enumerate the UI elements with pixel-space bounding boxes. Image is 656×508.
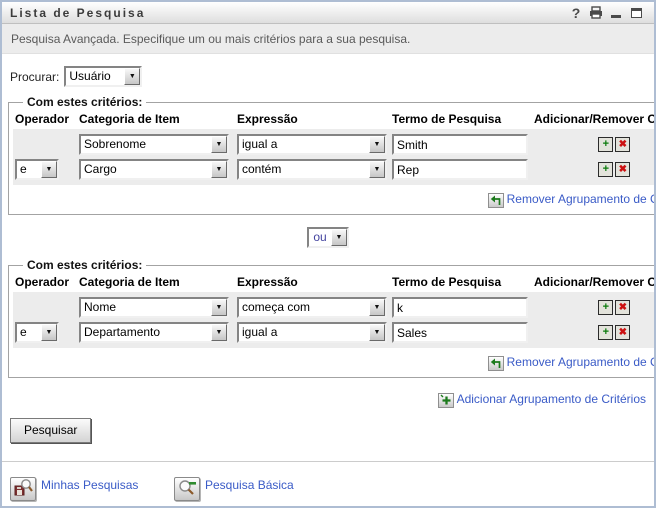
category-select[interactable]: Departamento ▼: [79, 322, 229, 343]
expression-select[interactable]: igual a ▼: [237, 134, 387, 155]
footer-divider: [2, 461, 654, 462]
criteria-header-row: Operador Categoria de Item Expressão Ter…: [15, 275, 656, 289]
remove-criterion-button[interactable]: ✖: [615, 300, 631, 315]
remove-criterion-button[interactable]: ✖: [615, 162, 631, 177]
chevron-down-icon: ▼: [124, 68, 141, 85]
minimize-button[interactable]: [606, 4, 626, 22]
instruction-text: Pesquisa Avançada. Especifique um ou mai…: [11, 31, 411, 46]
search-for-select[interactable]: Usuário ▼: [64, 66, 143, 87]
basic-search-link[interactable]: Pesquisa Básica: [174, 474, 294, 501]
chevron-down-icon: ▼: [369, 324, 385, 341]
criteria-row: Nome▼ começa com▼ + ✖: [15, 295, 654, 320]
add-criterion-button[interactable]: +: [598, 325, 614, 340]
chevron-down-icon: ▼: [41, 324, 57, 341]
search-button[interactable]: Pesquisar: [10, 418, 92, 443]
add-criterion-button[interactable]: +: [598, 137, 614, 152]
remove-group-icon: [487, 193, 504, 208]
criteria-group-legend: Com estes critérios:: [27, 258, 143, 272]
category-select[interactable]: Cargo ▼: [79, 159, 229, 180]
instruction-bar: Pesquisa Avançada. Especifique um ou mai…: [2, 24, 654, 54]
add-group-link[interactable]: Adicionar Agrupamento de Critérios: [437, 392, 646, 408]
criteria-group-1: Com estes critérios: Operador Categoria …: [8, 95, 656, 215]
saved-searches-link[interactable]: Minhas Pesquisas Gravadas: [10, 474, 142, 506]
criteria-rows: Sobrenome▼ igual a▼ + ✖ e▼ Cargo▼ contém…: [13, 129, 654, 185]
chevron-down-icon: ▼: [369, 136, 385, 153]
expression-select[interactable]: começa com ▼: [237, 297, 387, 318]
col-expression: Expressão: [237, 112, 298, 126]
page-title: Lista de Pesquisa: [10, 5, 146, 20]
print-button[interactable]: [586, 4, 606, 22]
criteria-row: e▼ Cargo▼ contém▼ + ✖: [15, 157, 654, 182]
term-input[interactable]: [392, 322, 528, 343]
col-category: Categoria de Item: [79, 275, 180, 289]
saved-searches-icon: [10, 477, 36, 501]
term-input[interactable]: [392, 134, 528, 155]
chevron-down-icon: ▼: [369, 299, 385, 316]
col-operator: Operador: [15, 275, 70, 289]
content-area: Procurar: Usuário ▼ Com estes critérios:…: [2, 66, 656, 506]
remove-criterion-button[interactable]: ✖: [615, 325, 631, 340]
title-bar: Lista de Pesquisa ?: [2, 2, 654, 24]
help-icon: ?: [571, 4, 581, 21]
remove-group-link[interactable]: Remover Agrupamento de Critérios: [487, 355, 654, 371]
criteria-group-2: Com estes critérios: Operador Categoria …: [8, 258, 656, 378]
search-for-label: Procurar:: [10, 69, 60, 84]
add-group-icon: [437, 393, 454, 408]
criteria-rows: Nome▼ começa com▼ + ✖ e▼ Departamento▼ i…: [13, 292, 654, 348]
chevron-down-icon: ▼: [331, 229, 347, 246]
group-join-select[interactable]: ou ▼: [307, 227, 349, 248]
chevron-down-icon: ▼: [369, 161, 385, 178]
chevron-down-icon: ▼: [41, 161, 57, 178]
category-select[interactable]: Sobrenome ▼: [79, 134, 229, 155]
add-criterion-button[interactable]: +: [598, 162, 614, 177]
col-category: Categoria de Item: [79, 112, 180, 126]
operator-select[interactable]: e ▼: [15, 159, 59, 180]
col-term: Termo de Pesquisa: [392, 112, 502, 126]
criteria-row: Sobrenome▼ igual a▼ + ✖: [15, 132, 654, 157]
help-button[interactable]: ?: [566, 4, 586, 22]
add-criterion-button[interactable]: +: [598, 300, 614, 315]
criteria-row: e▼ Departamento▼ igual a▼ + ✖: [15, 320, 654, 345]
basic-search-icon: [174, 477, 200, 501]
remove-criterion-button[interactable]: ✖: [615, 137, 631, 152]
col-term: Termo de Pesquisa: [392, 275, 502, 289]
term-input[interactable]: [392, 159, 528, 180]
chevron-down-icon: ▼: [211, 161, 227, 178]
col-operator: Operador: [15, 112, 70, 126]
category-select[interactable]: Nome ▼: [79, 297, 229, 318]
chevron-down-icon: ▼: [211, 299, 227, 316]
chevron-down-icon: ▼: [211, 136, 227, 153]
remove-group-icon: [487, 356, 504, 371]
criteria-header-row: Operador Categoria de Item Expressão Ter…: [15, 112, 656, 126]
term-input[interactable]: [392, 297, 528, 318]
expression-select[interactable]: contém ▼: [237, 159, 387, 180]
expression-select[interactable]: igual a ▼: [237, 322, 387, 343]
col-add-remove: Adicionar/Remover Critérios: [534, 275, 656, 289]
remove-group-link[interactable]: Remover Agrupamento de Critérios: [487, 192, 654, 208]
minimize-icon: [611, 15, 621, 18]
criteria-group-legend: Com estes critérios:: [27, 95, 143, 109]
footer-links: Minhas Pesquisas Gravadas Pesquisa Básic…: [2, 462, 654, 506]
maximize-button[interactable]: [626, 4, 646, 22]
operator-select[interactable]: e ▼: [15, 322, 59, 343]
col-add-remove: Adicionar/Remover Critérios: [534, 112, 656, 126]
col-expression: Expressão: [237, 275, 298, 289]
maximize-icon: [630, 7, 642, 18]
chevron-down-icon: ▼: [211, 324, 227, 341]
printer-icon: [590, 6, 602, 19]
